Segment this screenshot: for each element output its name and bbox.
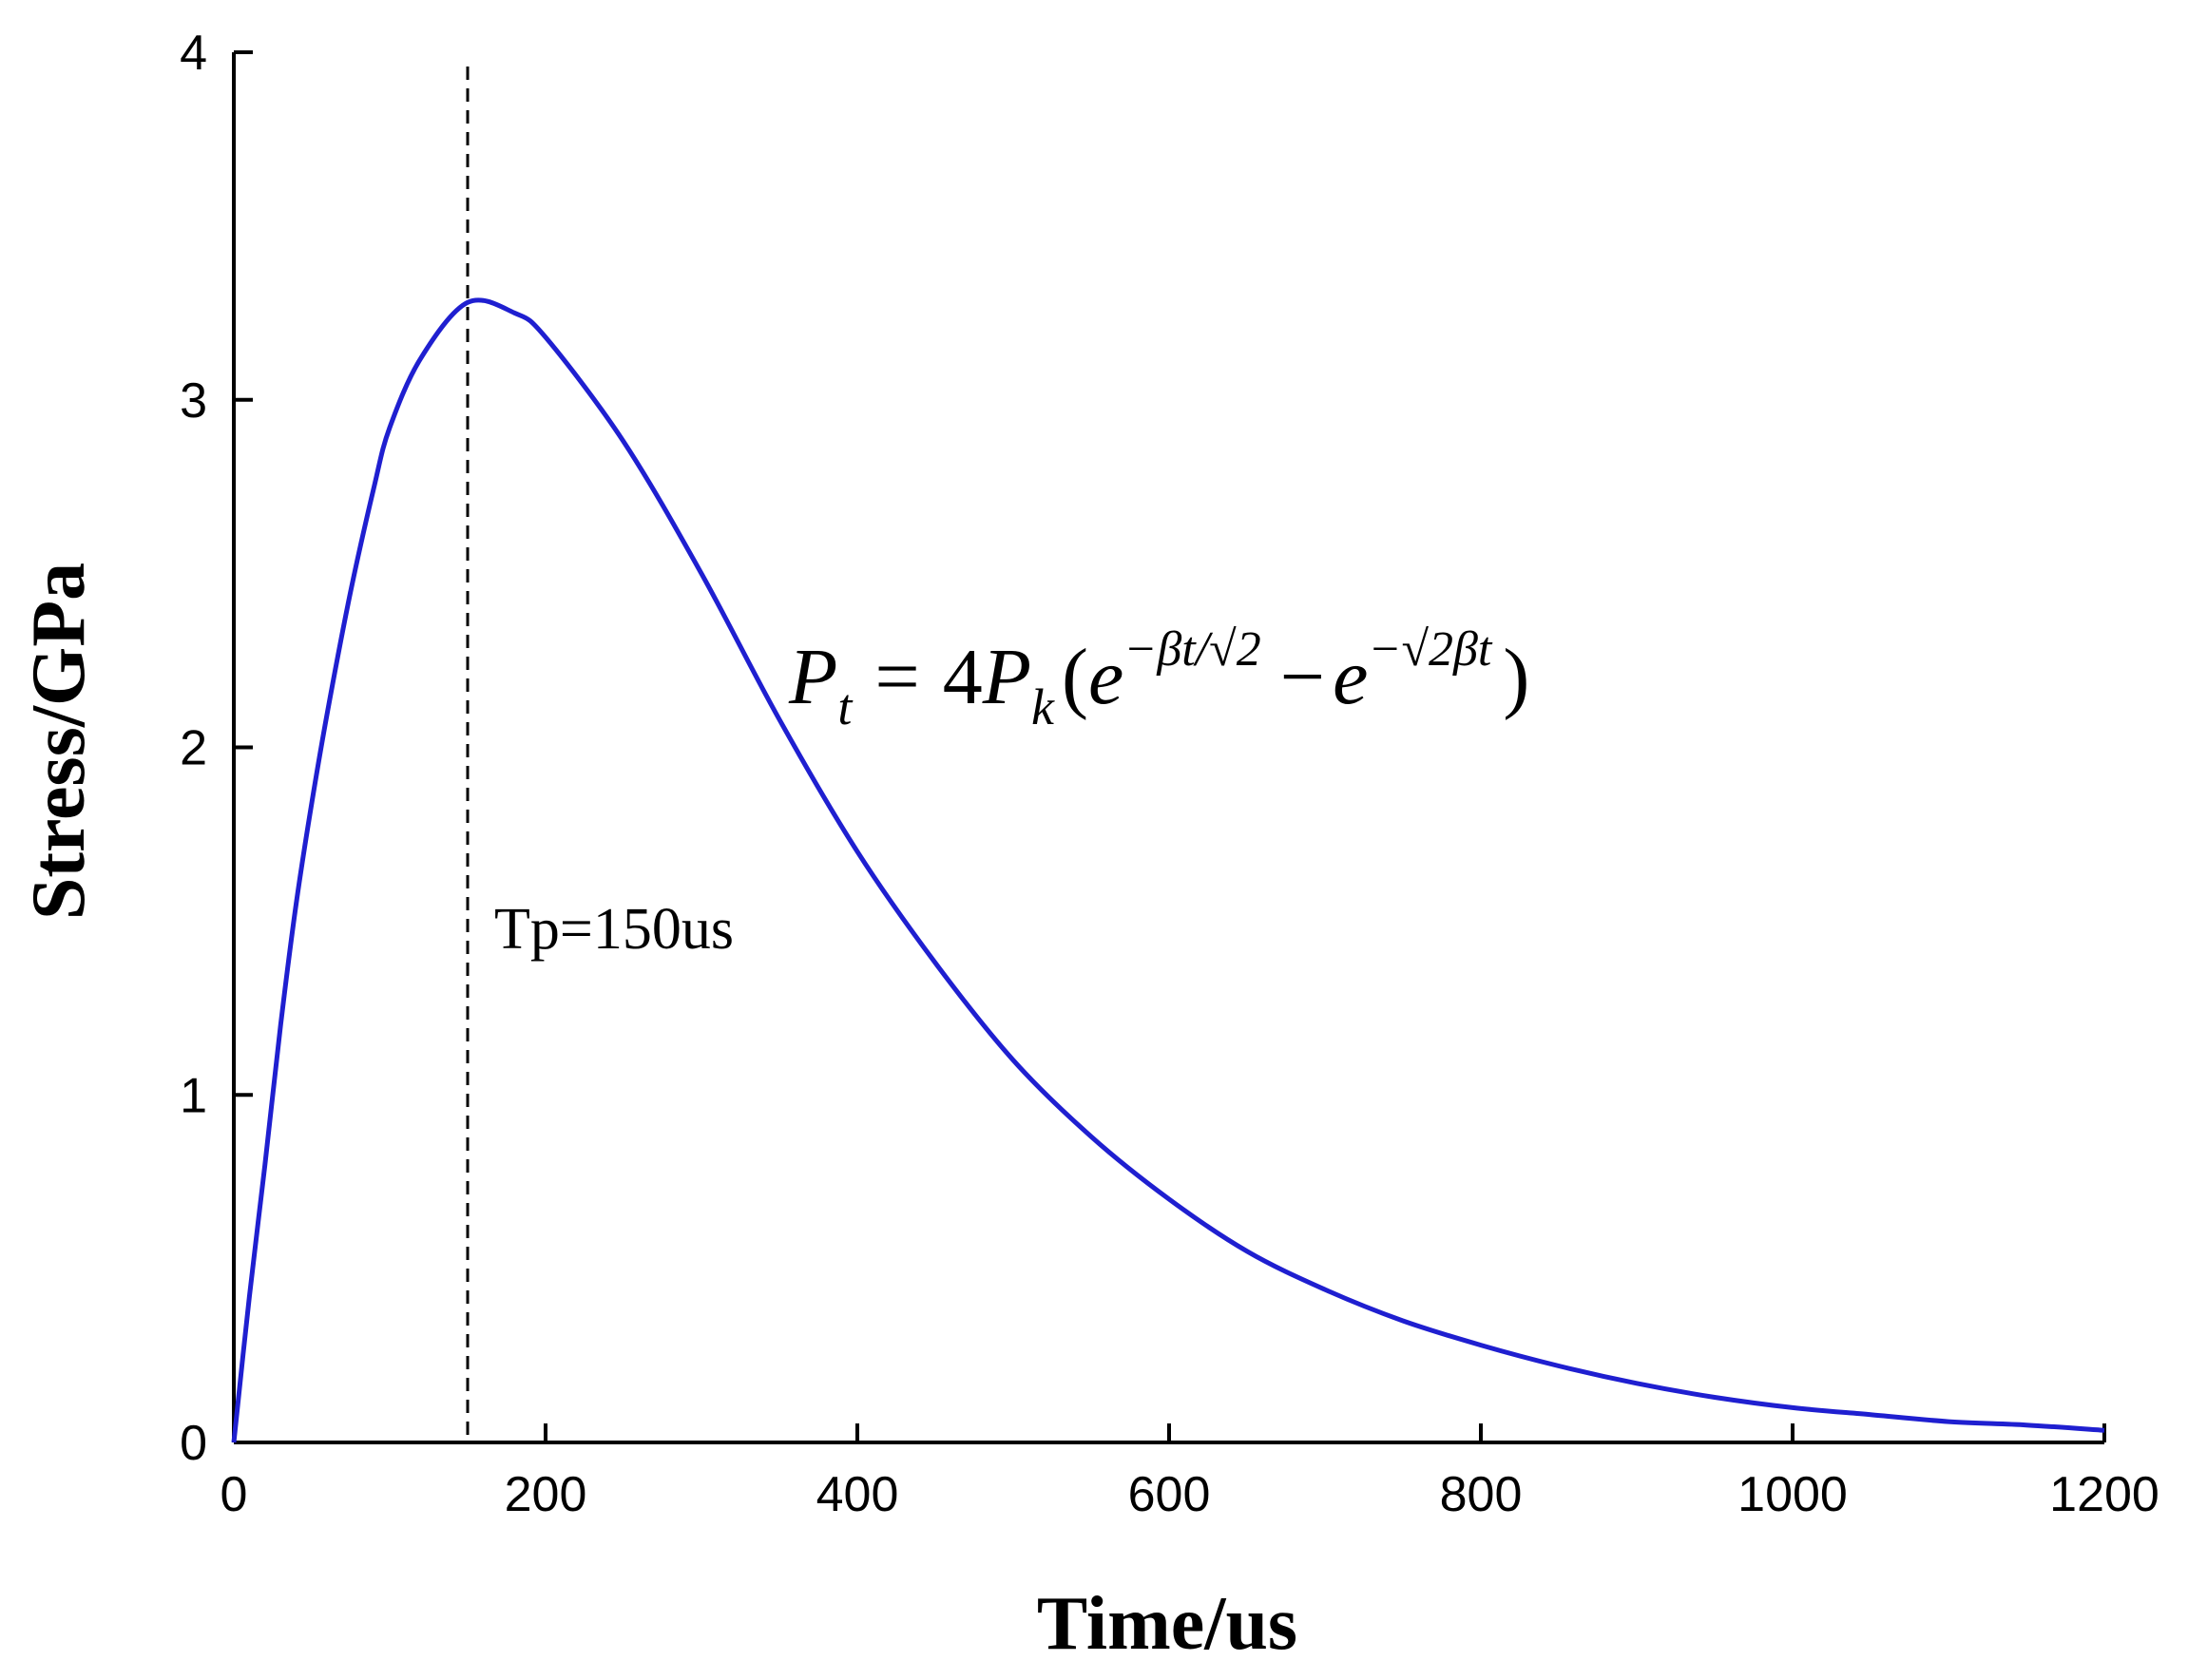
formula-p-base: P (982, 633, 1031, 721)
y-tick-label: 1 (180, 1068, 207, 1123)
y-tick-label: 0 (180, 1416, 207, 1471)
x-tick-label: 0 (221, 1467, 248, 1522)
x-tick-label: 1000 (1737, 1467, 1848, 1522)
formula-e2: e (1333, 633, 1368, 721)
formula-equals: = (874, 633, 919, 721)
formula-open-paren: ( (1062, 633, 1088, 721)
formula-close-paren: ) (1503, 633, 1529, 721)
formula-lhs-sub: t (837, 678, 854, 735)
axes (232, 52, 2104, 1444)
x-axis-title: Time/us (1037, 1582, 1297, 1666)
x-tick-label: 400 (816, 1467, 899, 1522)
x-tick-label: 200 (505, 1467, 587, 1522)
formula-exp2: −√2βt (1368, 622, 1493, 677)
stress-curve (231, 297, 2105, 1443)
formula-p-sub: k (1031, 678, 1055, 735)
formula-e1: e (1088, 633, 1123, 721)
peak-time-label: Tp=150us (494, 897, 734, 962)
formula-minus: − (1280, 633, 1325, 721)
x-tick-label: 600 (1128, 1467, 1211, 1522)
x-tick-label: 1200 (2049, 1467, 2159, 1522)
series (231, 297, 2105, 1443)
y-axis-title: Stress/GPa (17, 563, 101, 920)
formula-lhs-base: P (788, 633, 837, 721)
formula-exp1: −βt/√2 (1123, 622, 1260, 677)
ticks: 0 200 400 600 800 1000 1200 0 1 2 3 4 (180, 26, 2159, 1522)
y-tick-label: 2 (180, 721, 207, 776)
x-tick-label: 800 (1440, 1467, 1523, 1522)
y-tick-label: 4 (180, 26, 207, 81)
y-tick-label: 3 (180, 373, 207, 429)
pressure-formula: Pt = 4Pk(e−βt/√2 −e−√2βt) (788, 622, 1529, 735)
formula-coef: 4 (943, 633, 983, 721)
